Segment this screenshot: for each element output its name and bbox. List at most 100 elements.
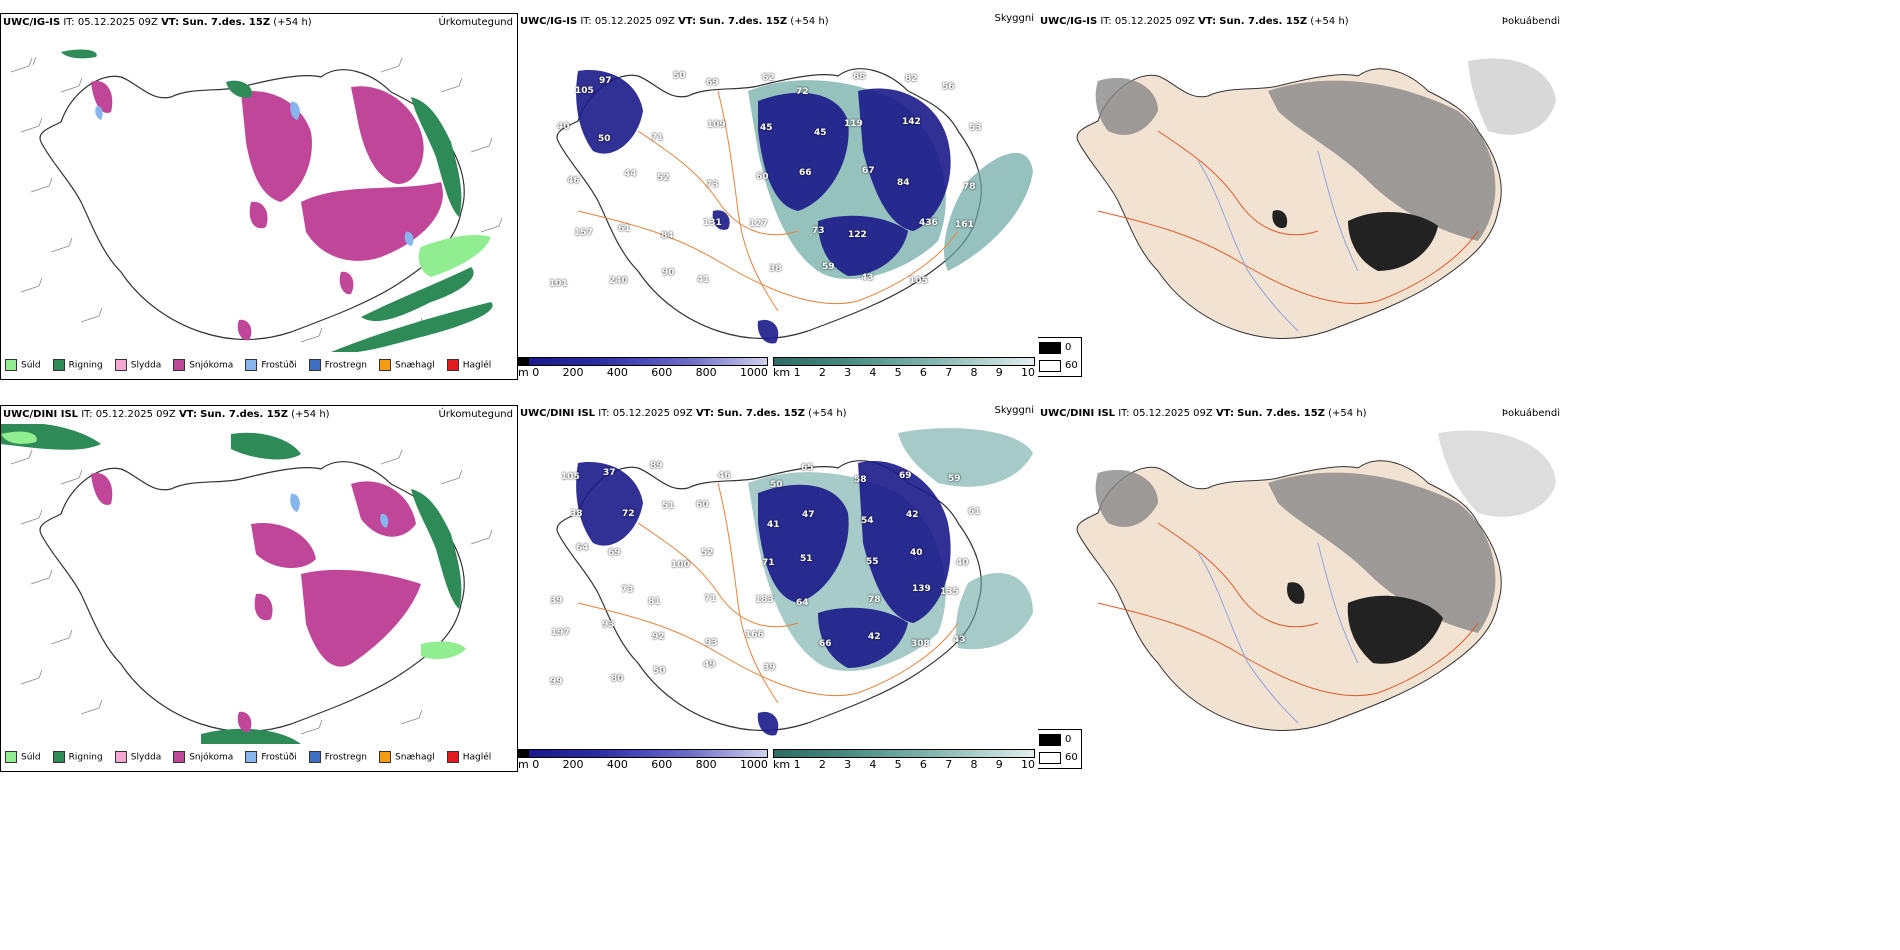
legend-swatch (379, 359, 392, 371)
visibility-value-label: 66 (799, 168, 812, 178)
visibility-value-label: 80 (611, 674, 624, 684)
visibility-value-label: 60 (696, 500, 709, 510)
frostudi-areas (290, 493, 389, 528)
visibility-value-label: 105 (561, 472, 580, 482)
visibility-value-label: 93 (705, 638, 718, 648)
height-colorbar-swatches (518, 749, 768, 758)
visibility-value-label: 78 (963, 182, 976, 192)
visibility-value-label: 71 (762, 558, 775, 568)
visibility-value-label: 197 (551, 628, 570, 638)
visibility-value-label: 50 (653, 666, 666, 676)
visibility-value-label: 73 (706, 180, 719, 190)
legend-item: Snjókoma (173, 359, 233, 371)
visibility-value-label: 183 (755, 595, 774, 605)
visibility-value-label: 40 (557, 122, 570, 132)
visibility-value-label: 50 (770, 480, 783, 490)
legend-swatch (308, 359, 321, 371)
visibility-value-label: 59 (948, 474, 961, 484)
visibility-value-label: 105 (909, 276, 928, 286)
visibility-value-label: 55 (866, 557, 879, 567)
legend-swatch (308, 751, 321, 763)
visibility-value-label: 43 (861, 273, 874, 283)
visibility-value-label: 64 (796, 598, 809, 608)
visibility-value-label: 101 (549, 279, 568, 289)
height-colorbar: m 0 200 400 600 800 1000 (518, 357, 768, 379)
visibility-value-label: 81 (648, 597, 661, 607)
panel-header: UWC/DINI ISL IT: 05.12.2025 09Z VT: Sun.… (3, 409, 330, 420)
precip-map (1, 424, 493, 744)
height-colorbar: m 0 200 400 600 800 1000 (518, 749, 768, 771)
visibility-value-label: 66 (819, 639, 832, 649)
fog-map (1076, 430, 1556, 731)
precip-legend: Súld Rigning Slydda Snjókoma Frostúði Fr… (5, 751, 491, 763)
panel-header: UWC/DINI ISL IT: 05.12.2025 09Z VT: Sun.… (1040, 408, 1367, 419)
dense-fog-areas (1287, 582, 1443, 664)
visibility-value-label: 47 (802, 510, 815, 520)
visibility-colorbar-ticks: km 1 2 3 4 5 6 7 8 9 10 (773, 758, 1035, 771)
visibility-value-label: 72 (796, 87, 809, 97)
visibility-value-label: 73 (621, 585, 634, 595)
legend-item: Rigning (52, 751, 103, 763)
field-title: Þokuábendi (1501, 16, 1560, 27)
visibility-value-label: 78 (868, 595, 881, 605)
visibility-value-label: 139 (912, 584, 931, 594)
precip-legend: Súld Rigning Slydda Snjókoma Frostúði Fr… (5, 359, 491, 371)
legend-item: Snæhagl (379, 359, 435, 371)
iceland-outline (39, 461, 465, 733)
visibility-value-label: 38 (769, 264, 782, 274)
height-colorbar-ticks: m 0 200 400 600 800 1000 (518, 758, 768, 771)
legend-item: Frostúði (245, 359, 297, 371)
precip-map (10, 49, 503, 352)
legend-item: Frostúði (245, 751, 297, 763)
visibility-value-label: 71 (651, 133, 664, 143)
visibility-value-label: 89 (650, 461, 663, 471)
legend-swatch (379, 751, 392, 763)
visibility-value-label: 42 (868, 632, 881, 642)
precip-panel-top: UWC/IG-IS IT: 05.12.2025 09Z VT: Sun. 7.… (0, 13, 518, 380)
visibility-value-label: 56 (942, 82, 955, 92)
visibility-value-label: 240 (609, 276, 628, 286)
visibility-value-label: 69 (706, 78, 719, 88)
visibility-value-label: 90 (662, 268, 675, 278)
drizzle-areas (418, 235, 491, 277)
visibility-value-label: 100 (671, 560, 690, 570)
visibility-value-label: 67 (862, 166, 875, 176)
visibility-value-label: 64 (576, 543, 589, 553)
legend-item: Súld (5, 751, 41, 763)
roads (577, 90, 959, 312)
visibility-value-label: 142 (902, 117, 921, 127)
visibility-value-label: 157 (574, 228, 593, 238)
visibility-map (556, 68, 1033, 344)
visibility-value-label: 135 (940, 587, 959, 597)
legend-swatch (446, 359, 459, 371)
roads (1097, 522, 1479, 697)
visibility-value-label: 50 (598, 134, 611, 144)
visibility-value-label: 84 (661, 231, 674, 241)
visibility-value-label: 41 (697, 275, 710, 285)
visibility-colorbar: km 1 2 3 4 5 6 7 8 9 10 (773, 749, 1035, 771)
visibility-value-label: 61 (968, 507, 981, 517)
visibility-value-label: 122 (848, 230, 867, 240)
panel-header: UWC/DINI ISL IT: 05.12.2025 09Z VT: Sun.… (520, 408, 847, 419)
visibility-value-label: 51 (800, 554, 813, 564)
panel-header: UWC/IG-IS IT: 05.12.2025 09Z VT: Sun. 7.… (520, 16, 829, 27)
visibility-value-label: 59 (822, 262, 835, 272)
legend-swatch (245, 359, 258, 371)
visibility-colorbar-swatches (773, 357, 1035, 366)
snow-areas (91, 473, 421, 733)
roads (1097, 130, 1479, 305)
fog-areas (1095, 58, 1556, 241)
visibility-value-label: 436 (919, 218, 938, 228)
visibility-value-label: 99 (550, 677, 563, 687)
visibility-value-label: 39 (763, 663, 776, 673)
fog-swatch-light (1039, 360, 1061, 372)
legend-item: Frostregn (308, 359, 367, 371)
visibility-value-label: 92 (652, 632, 665, 642)
visibility-colorbar-ticks: km 1 2 3 4 5 6 7 8 9 10 (773, 366, 1035, 379)
visibility-value-label: 49 (703, 660, 716, 670)
visibility-colorbar-swatches (773, 749, 1035, 758)
roads (577, 482, 959, 704)
legend-swatch (114, 359, 127, 371)
visibility-value-label: 131 (703, 218, 722, 228)
visibility-value-label: 43 (953, 635, 966, 645)
